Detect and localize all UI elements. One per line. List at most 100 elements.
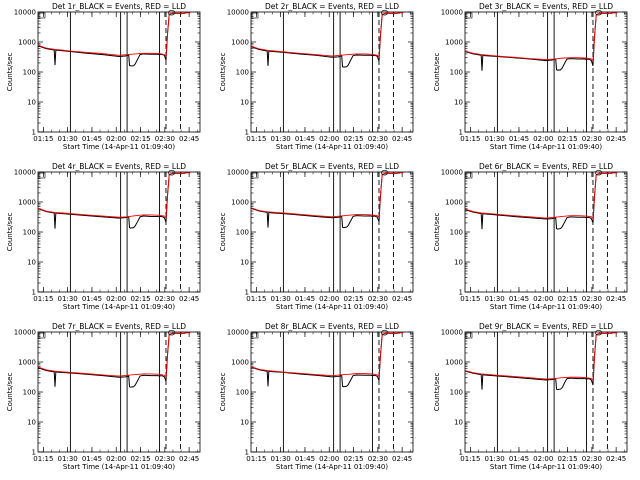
- legend-box: [251, 332, 259, 339]
- x-tick-label: 02:30: [582, 135, 602, 143]
- y-tick-label: 10000: [14, 169, 36, 177]
- y-tick-label: 10000: [441, 9, 463, 17]
- x-tick-label: 01:30: [271, 455, 291, 463]
- x-tick-label: 01:45: [295, 135, 315, 143]
- chart-title: Det 9r_BLACK = Events, RED = LLD: [479, 322, 613, 331]
- chart-panel: Det 4r_BLACK = Events, RED = LLD 1 10 100 10…: [6, 162, 201, 311]
- x-tick-label: 02:45: [392, 455, 412, 463]
- lld-series-line: [37, 332, 191, 378]
- y-tick-label: 10000: [227, 9, 249, 17]
- x-tick-label: 02:00: [533, 135, 553, 143]
- chart-title: Det 8r_BLACK = Events, RED = LLD: [265, 322, 399, 331]
- saturation-marker: [595, 329, 603, 336]
- x-axis-label: Start Time (14-Apr-11 01:09:40): [276, 463, 388, 471]
- y-tick-label: 1000: [18, 199, 36, 207]
- legend-box: [38, 172, 46, 179]
- x-tick-label: 01:15: [33, 135, 53, 143]
- y-tick-label: 1: [32, 449, 36, 457]
- x-axis-label: Start Time (14-Apr-11 01:09:40): [276, 303, 388, 311]
- x-tick-label: 02:15: [343, 455, 363, 463]
- y-tick-label: 10000: [441, 329, 463, 337]
- legend-box: [465, 332, 473, 339]
- x-tick-label: 02:30: [368, 455, 388, 463]
- saturation-marker: [168, 9, 176, 16]
- x-tick-label: 01:30: [485, 135, 505, 143]
- x-tick-label: 02:15: [130, 135, 150, 143]
- legend-box: [251, 172, 259, 179]
- x-tick-label: 02:15: [557, 135, 577, 143]
- x-tick-label: 02:00: [533, 455, 553, 463]
- x-tick-label: 02:15: [343, 295, 363, 303]
- x-tick-label: 02:45: [392, 295, 412, 303]
- y-tick-label: 1000: [445, 359, 463, 367]
- x-tick-label: 02:00: [106, 135, 126, 143]
- x-axis-label: Start Time (14-Apr-11 01:09:40): [276, 143, 388, 151]
- chart-title: Det 2r_BLACK = Events, RED = LLD: [265, 2, 399, 11]
- y-tick-label: 10: [27, 259, 36, 267]
- x-tick-label: 01:15: [246, 455, 266, 463]
- y-tick-label: 10: [454, 259, 463, 267]
- y-tick-label: 100: [23, 389, 36, 397]
- y-tick-label: 100: [450, 229, 463, 237]
- chart-panel: Det 3r_BLACK = Events, RED = LLD 1 10 100 10…: [433, 2, 628, 151]
- saturation-marker: [381, 169, 389, 176]
- y-tick-label: 10000: [14, 329, 36, 337]
- chart-panel: Det 1r_BLACK = Events, RED = LLD 1 10 100 10…: [6, 2, 201, 151]
- y-axis-label: Counts/sec: [433, 373, 441, 412]
- y-tick-label: 100: [236, 229, 249, 237]
- y-tick-label: 10: [240, 259, 249, 267]
- x-tick-label: 02:00: [106, 295, 126, 303]
- chart-title: Det 6r_BLACK = Events, RED = LLD: [479, 162, 613, 171]
- y-tick-label: 100: [23, 69, 36, 77]
- y-tick-label: 10: [240, 99, 249, 107]
- x-tick-label: 02:30: [368, 295, 388, 303]
- x-tick-label: 01:30: [271, 135, 291, 143]
- saturation-marker: [381, 329, 389, 336]
- y-tick-label: 10: [27, 419, 36, 427]
- y-tick-label: 100: [450, 69, 463, 77]
- y-tick-label: 100: [450, 389, 463, 397]
- y-tick-label: 1000: [18, 39, 36, 47]
- chart-panel: Det 6r_BLACK = Events, RED = LLD 1 10 100 10…: [433, 162, 628, 311]
- y-tick-label: 100: [236, 389, 249, 397]
- x-tick-label: 01:15: [33, 455, 53, 463]
- chart-title: Det 1r_BLACK = Events, RED = LLD: [52, 2, 186, 11]
- x-tick-label: 01:30: [58, 455, 78, 463]
- saturation-marker: [595, 9, 603, 16]
- x-axis-label: Start Time (14-Apr-11 01:09:40): [490, 303, 602, 311]
- x-tick-label: 01:30: [58, 295, 78, 303]
- x-tick-label: 01:45: [509, 295, 529, 303]
- x-tick-label: 02:00: [106, 455, 126, 463]
- y-axis-label: Counts/sec: [219, 373, 227, 412]
- x-axis-label: Start Time (14-Apr-11 01:09:40): [490, 143, 602, 151]
- y-tick-label: 1: [32, 129, 36, 137]
- y-tick-label: 1: [245, 289, 249, 297]
- saturation-marker: [168, 169, 176, 176]
- x-tick-label: 02:00: [319, 455, 339, 463]
- x-tick-label: 02:45: [606, 455, 626, 463]
- y-tick-label: 10: [240, 419, 249, 427]
- lld-series-line: [250, 12, 404, 58]
- lld-series-line: [464, 332, 618, 382]
- chart-panel: Det 8r_BLACK = Events, RED = LLD 1 10 100 10…: [219, 322, 414, 471]
- x-tick-label: 01:30: [271, 295, 291, 303]
- x-tick-label: 01:15: [460, 135, 480, 143]
- x-tick-label: 01:45: [295, 295, 315, 303]
- legend-box: [465, 172, 473, 179]
- x-tick-label: 02:45: [179, 295, 199, 303]
- lld-series-line: [250, 172, 404, 219]
- y-axis-label: Counts/sec: [219, 213, 227, 252]
- y-tick-label: 1000: [231, 199, 249, 207]
- x-tick-label: 01:45: [509, 135, 529, 143]
- y-axis-label: Counts/sec: [6, 213, 14, 252]
- y-axis-label: Counts/sec: [6, 373, 14, 412]
- plot-frame: [37, 11, 201, 133]
- x-tick-label: 02:30: [582, 455, 602, 463]
- y-tick-label: 1: [32, 289, 36, 297]
- saturation-marker: [168, 329, 176, 336]
- plot-frame: [464, 171, 628, 293]
- y-tick-label: 1: [459, 289, 463, 297]
- plot-frame: [250, 11, 414, 133]
- y-tick-label: 1000: [18, 359, 36, 367]
